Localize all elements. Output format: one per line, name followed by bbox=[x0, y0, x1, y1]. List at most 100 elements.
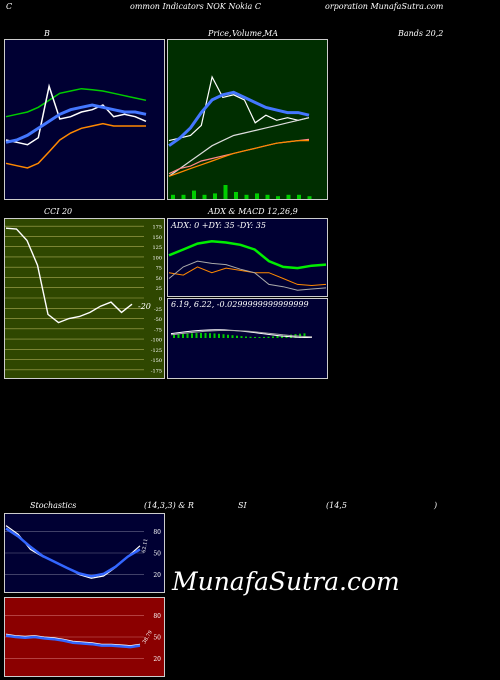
volume-bar bbox=[265, 194, 270, 199]
cci-tick-label: 175 bbox=[152, 225, 162, 231]
macd-histogram-bar bbox=[267, 336, 270, 338]
cci-panel: 175 150 125 100 75 50 25 0 -25 -50 -75 -100 -125 -150… bbox=[4, 218, 165, 379]
bands-label: Bands 20,2 bbox=[398, 29, 444, 38]
stoch-tick-label: 20 bbox=[153, 572, 161, 579]
adx-series-1 bbox=[168, 266, 327, 287]
header-title: ommon Indicators NOK Nokia C bbox=[130, 2, 261, 11]
adx-series-2 bbox=[168, 260, 327, 291]
ma-series-2 bbox=[168, 117, 310, 177]
stoch-panel: 80 50 20 62.11 bbox=[4, 513, 165, 593]
stoch-tick-label: 80 bbox=[153, 529, 161, 536]
volume-bar bbox=[202, 194, 207, 199]
cci-last-label: -20 bbox=[138, 302, 151, 311]
stoch-params-label: (14,3,3) & R bbox=[144, 501, 194, 510]
cci-tick-label: 150 bbox=[152, 235, 162, 241]
macd-histogram-bar bbox=[209, 333, 211, 338]
macd-signal-line bbox=[170, 330, 313, 338]
rsi-params-label: (14,5 bbox=[326, 501, 347, 510]
rsi-line bbox=[5, 634, 141, 649]
stoch-last-label: 62.11 bbox=[141, 538, 149, 553]
cci-tick-label: 25 bbox=[156, 286, 162, 292]
volume-bar bbox=[244, 194, 249, 199]
cci-tick-label: -150 bbox=[151, 358, 162, 364]
cci-tick-label: -50 bbox=[154, 317, 162, 323]
macd-histogram-bar bbox=[245, 336, 247, 338]
volume-bar bbox=[181, 194, 186, 199]
macd-histogram-bar bbox=[182, 334, 184, 338]
cci-series bbox=[5, 227, 133, 324]
ma-series-4 bbox=[168, 140, 309, 177]
macd-histogram-bar bbox=[213, 333, 216, 338]
macd-histogram-bar bbox=[281, 335, 283, 338]
volume-bar bbox=[255, 193, 259, 199]
macd-histogram-bar bbox=[218, 333, 220, 338]
macd-histogram-bar bbox=[191, 333, 193, 338]
header-site: orporation MunafaSutra.com bbox=[325, 2, 444, 11]
macd-histogram-bar bbox=[272, 336, 274, 338]
macd-histogram-bar bbox=[263, 336, 265, 338]
macd-histogram-bar bbox=[195, 333, 198, 338]
bb-series-1 bbox=[5, 83, 147, 146]
macd-histogram-bar bbox=[204, 333, 207, 338]
watermark: MunafaSutra.com bbox=[172, 567, 400, 596]
price-label: Price, bbox=[208, 29, 232, 38]
rsi-tick-label: 20 bbox=[153, 656, 161, 663]
bb-label: B bbox=[44, 29, 50, 38]
cci-tick-label: 50 bbox=[156, 276, 162, 282]
macd-histogram-bar bbox=[254, 336, 256, 338]
macd-histogram-bar bbox=[231, 335, 234, 338]
rsi-tick-label: 50 bbox=[153, 635, 161, 642]
cci-tick-label: -125 bbox=[151, 348, 162, 354]
bb-series-2 bbox=[5, 103, 147, 144]
volume-bar bbox=[192, 190, 196, 199]
price-panel bbox=[167, 39, 328, 200]
cci-tick-label: -75 bbox=[154, 327, 162, 333]
bb-series-0 bbox=[5, 87, 147, 118]
rsi-tick-label: 80 bbox=[153, 613, 161, 620]
adx-readout: ADX: 0 +DY: 35 -DY: 35 bbox=[170, 221, 266, 230]
adx-panel: ADX: 0 +DY: 35 -DY: 35 6.19, 6.22, -0.02… bbox=[167, 218, 328, 379]
adx-macd-label: ADX & MACD 12,26,9 bbox=[208, 207, 298, 216]
rsi-white-line bbox=[5, 633, 141, 647]
ma-series-1 bbox=[168, 90, 310, 147]
rsi-label: SI bbox=[238, 501, 247, 510]
cci-label: CCI 20 bbox=[44, 207, 73, 216]
volume-bar bbox=[213, 193, 217, 199]
cci-tick-label: 100 bbox=[152, 255, 162, 261]
cci-tick-label: 0 bbox=[159, 297, 162, 303]
volume-bar bbox=[307, 196, 312, 199]
volume-bar bbox=[276, 196, 280, 199]
adx-series-0 bbox=[168, 240, 327, 270]
header-c: C bbox=[6, 2, 13, 11]
macd-histogram-bar bbox=[200, 333, 202, 338]
volume-label: Volume, bbox=[232, 29, 265, 38]
macd-readout: 6.19, 6.22, -0.0299999999999999 bbox=[171, 300, 309, 309]
volume-bar bbox=[234, 192, 238, 199]
macd-histogram-bar bbox=[258, 336, 261, 338]
volume-bar bbox=[297, 194, 301, 199]
stoch-tick-label: 50 bbox=[153, 551, 161, 558]
cci-tick-label: -100 bbox=[151, 338, 162, 344]
stoch-d-line bbox=[5, 527, 141, 578]
macd-histogram-bar bbox=[236, 335, 238, 338]
macd-histogram-bar bbox=[186, 333, 189, 338]
macd-histogram-bar bbox=[173, 335, 175, 338]
volume-bar bbox=[223, 185, 228, 199]
macd-histogram-bar bbox=[222, 334, 225, 338]
rsi-close-label: ) bbox=[434, 501, 438, 510]
cci-tick-label: 75 bbox=[156, 266, 162, 272]
macd-histogram-bar bbox=[303, 333, 306, 338]
stoch-label: Stochastics bbox=[30, 501, 77, 510]
bb-series-3 bbox=[5, 122, 146, 169]
macd-histogram-bar bbox=[249, 336, 252, 338]
bollinger-panel bbox=[4, 39, 165, 200]
ma-label: MA bbox=[264, 29, 278, 38]
cci-tick-label: -175 bbox=[151, 368, 162, 374]
macd-histogram-bar bbox=[177, 334, 180, 338]
volume-bar bbox=[171, 194, 175, 199]
cci-tick-label: -25 bbox=[154, 307, 162, 313]
macd-histogram-bar bbox=[240, 336, 243, 338]
cci-tick-label: 125 bbox=[152, 245, 162, 251]
volume-bar bbox=[286, 194, 291, 199]
